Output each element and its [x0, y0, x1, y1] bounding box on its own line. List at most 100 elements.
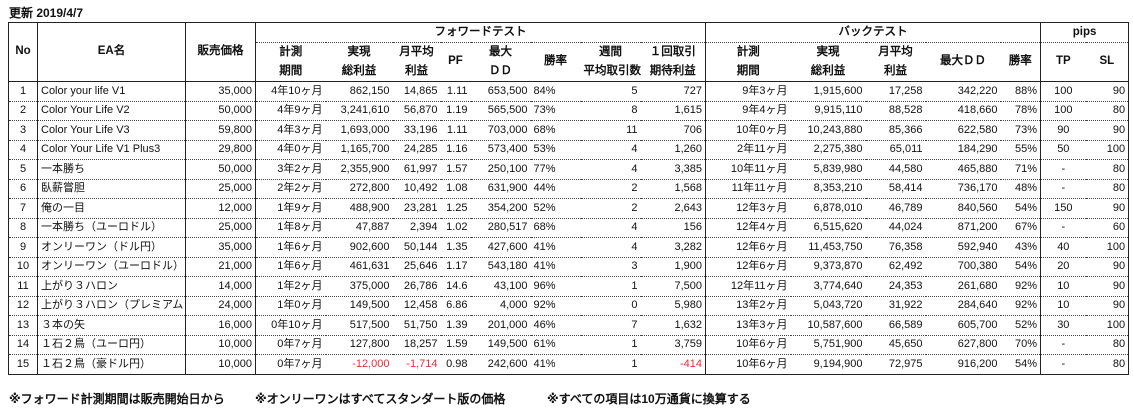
cell-f-pf: 1.11	[440, 120, 471, 140]
cell-ea-name: 俺の一目	[37, 198, 186, 218]
cell-f-total-profit: 902,600	[325, 237, 393, 257]
cell-f-period: 1年6ヶ月	[255, 237, 326, 257]
table-row: 3 Color Your Life V3 59,800 4年3ヶ月 1,693,000 3…	[8, 120, 1129, 140]
cell-b-max-dd: 700,380	[925, 256, 1001, 277]
cell-f-max-dd: 703,000	[470, 120, 531, 140]
cell-tp: 10	[1040, 276, 1086, 296]
cell-b-total-profit: 9,194,900	[790, 354, 866, 374]
cell-tp: 30	[1040, 315, 1086, 335]
header-back-test: バックテスト	[704, 22, 1041, 43]
cell-b-monthly-profit: 72,975	[865, 354, 926, 374]
table-row: 1 Color your life V1 35,000 4年10ヶ月 862,150 14…	[8, 81, 1129, 101]
cell-b-monthly-profit: 85,366	[865, 120, 926, 140]
cell-f-win-rate: 68%	[530, 120, 581, 140]
cell-f-expected-profit: 1,615	[640, 100, 706, 121]
cell-f-period: 2年2ヶ月	[255, 178, 326, 199]
cell-ea-name: ３本の矢	[37, 315, 186, 335]
cell-b-win-rate: 78%	[1000, 100, 1041, 121]
cell-f-pf: 1.17	[440, 256, 471, 277]
cell-f-monthly-profit: 61,997	[392, 159, 441, 179]
cell-f-weekly-trades: 1	[580, 334, 641, 355]
header-b-dd: 最大ＤＤ	[940, 55, 986, 68]
cell-f-total-profit: -12,000	[325, 354, 393, 374]
cell-f-win-rate: 77%	[530, 159, 581, 179]
cell-sl: 80	[1085, 100, 1129, 121]
cell-ea-name: １石２鳥（豪ドル円）	[37, 354, 186, 374]
cell-f-expected-profit: 156	[640, 217, 706, 238]
cell-tp: 40	[1040, 237, 1086, 257]
cell-b-max-dd: 261,680	[925, 276, 1001, 296]
cell-f-win-rate: 73%	[530, 100, 581, 121]
cell-price: 25,000	[185, 178, 256, 199]
cell-b-period: 12年6ヶ月	[705, 256, 791, 277]
header-b-win: 勝率	[1008, 55, 1032, 68]
cell-b-monthly-profit: 62,492	[865, 256, 926, 277]
cell-tp: 10	[1040, 295, 1086, 316]
cell-no: 6	[8, 178, 38, 199]
cell-no: 12	[8, 295, 38, 316]
cell-tp: 150	[1040, 198, 1086, 218]
cell-f-total-profit: 149,500	[325, 295, 393, 316]
cell-b-max-dd: 418,660	[925, 100, 1001, 121]
header-b-period-2: 期間	[705, 62, 791, 82]
cell-b-max-dd: 284,640	[925, 295, 1001, 316]
cell-price: 14,000	[185, 276, 256, 296]
cell-f-pf: 1.16	[440, 139, 471, 160]
header-f-win: 勝率	[544, 55, 567, 68]
header-b-period: 計測	[705, 42, 791, 62]
table-row: 7 俺の一目 12,000 1年9ヶ月 488,900 23,281 1.25 354,200…	[8, 198, 1129, 218]
cell-tp: 100	[1040, 81, 1086, 101]
header-f-pf: PF	[448, 55, 463, 68]
cell-b-period: 13年3ヶ月	[705, 315, 791, 335]
cell-f-period: 1年9ヶ月	[255, 198, 326, 218]
cell-f-total-profit: 2,355,900	[325, 159, 393, 179]
cell-sl: 80	[1085, 334, 1129, 355]
cell-b-max-dd: 840,560	[925, 198, 1001, 218]
cell-b-total-profit: 5,839,980	[790, 159, 866, 179]
cell-b-total-profit: 2,275,380	[790, 139, 866, 160]
cell-b-monthly-profit: 46,789	[865, 198, 926, 218]
table-body: 1 Color your life V1 35,000 4年10ヶ月 862,150 14…	[8, 81, 1129, 374]
cell-f-total-profit: 1,165,700	[325, 139, 393, 160]
cell-f-pf: 1.19	[440, 100, 471, 121]
cell-b-monthly-profit: 65,011	[865, 139, 926, 160]
header-f-weekly-2: 平均取引数	[583, 64, 641, 77]
cell-ea-name: １石２鳥（ユーロ円）	[37, 334, 186, 355]
cell-price: 10,000	[185, 334, 256, 355]
cell-tp: -	[1040, 159, 1086, 179]
cell-f-pf: 1.57	[440, 159, 471, 179]
cell-no: 14	[8, 334, 38, 355]
footnote-forward-period: ※フォワード計測期間は販売開始日から	[9, 392, 225, 406]
cell-b-period: 10年11ヶ月	[705, 159, 791, 179]
cell-f-total-profit: 862,150	[325, 81, 393, 101]
header-f-weekly: 週間	[599, 45, 622, 58]
table-row: 4 Color Your Life V1 Plus3 29,800 4年0ヶ月 1,16…	[8, 139, 1129, 160]
cell-f-win-rate: 53%	[530, 139, 581, 160]
cell-f-max-dd: 149,500	[470, 334, 531, 355]
table-row: 10 オンリーワン（ユーロドル） 21,000 1年6ヶ月 461,631 25,646 1…	[8, 256, 1129, 277]
header-b-monthly-2: 利益	[884, 64, 907, 77]
cell-f-weekly-trades: 8	[580, 100, 641, 121]
cell-f-monthly-profit: 18,257	[392, 334, 441, 355]
cell-f-expected-profit: 3,759	[640, 334, 706, 355]
cell-f-win-rate: 68%	[530, 217, 581, 238]
cell-f-total-profit: 47,887	[325, 217, 393, 238]
cell-f-period: 4年10ヶ月	[255, 81, 326, 101]
cell-b-max-dd: 622,580	[925, 120, 1001, 140]
table-row: 11 上がり３ハロン 14,000 1年2ヶ月 375,000 26,786 14.6 43,…	[8, 276, 1129, 296]
cell-b-total-profit: 3,774,640	[790, 276, 866, 296]
cell-f-max-dd: 250,100	[470, 159, 531, 179]
cell-b-win-rate: 54%	[1000, 198, 1041, 218]
cell-b-max-dd: 871,200	[925, 217, 1001, 238]
cell-price: 35,000	[185, 237, 256, 257]
cell-b-period: 12年6ヶ月	[705, 237, 791, 257]
cell-b-period: 2年11ヶ月	[705, 139, 791, 160]
cell-b-total-profit: 8,353,210	[790, 178, 866, 199]
cell-price: 21,000	[185, 256, 256, 277]
cell-price: 35,000	[185, 81, 256, 101]
cell-f-monthly-profit: 25,646	[392, 256, 441, 277]
cell-sl: 60	[1085, 217, 1129, 238]
cell-sl: 80	[1085, 354, 1129, 374]
cell-tp: -	[1040, 217, 1086, 238]
cell-f-expected-profit: 7,500	[640, 276, 706, 296]
